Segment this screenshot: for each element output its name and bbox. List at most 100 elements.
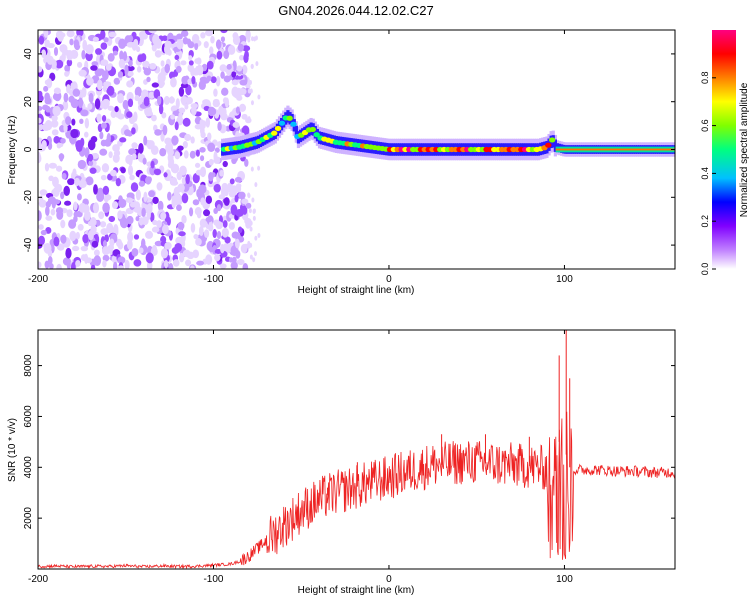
noise-blob [178, 107, 186, 114]
noise-blob [223, 197, 230, 206]
noise-blob [188, 60, 194, 66]
noise-blob [234, 238, 240, 249]
noise-blob [137, 54, 145, 63]
noise-blob [126, 111, 133, 118]
noise-blob [229, 186, 237, 197]
colorbar-tick-label: 0.8 [700, 72, 710, 85]
noise-blob [65, 247, 72, 259]
trace-blob [286, 115, 293, 121]
noise-blob [242, 263, 249, 269]
noise-blob [148, 91, 155, 99]
noise-blob [185, 96, 194, 105]
noise-blob [162, 124, 168, 136]
noise-blob [171, 135, 179, 146]
noise-blob [231, 71, 237, 78]
noise-blob [63, 92, 69, 103]
noise-blob [159, 148, 167, 157]
noise-blob [93, 184, 98, 195]
noise-blob [56, 142, 62, 149]
noise-blob [84, 117, 90, 129]
noise-blob [190, 222, 196, 233]
y-tick-label: 6000 [23, 405, 34, 428]
noise-blob [133, 111, 138, 122]
noise-blob [138, 180, 146, 187]
noise-blob [73, 201, 78, 211]
noise-blob [127, 165, 134, 176]
noise-blob [220, 71, 225, 79]
noise-blob [195, 149, 200, 157]
noise-blob [99, 148, 108, 156]
snr-xlabel: Height of straight line (km) [298, 585, 415, 596]
noise-blob [55, 207, 64, 215]
noise-blob [182, 249, 191, 258]
noise-blob [43, 85, 49, 92]
noise-blob [198, 184, 207, 194]
noise-blob [77, 223, 84, 231]
noise-blob [239, 103, 247, 112]
noise-blob [75, 260, 81, 267]
y-tick-label: -20 [23, 190, 34, 205]
noise-blob [69, 230, 77, 242]
noise-blob [194, 206, 202, 216]
trace-blob [545, 142, 552, 148]
noise-blob [181, 176, 186, 185]
x-tick-label: 100 [556, 574, 573, 585]
noise-blob [56, 263, 62, 269]
noise-blob [75, 231, 80, 240]
noise-blob [199, 218, 208, 228]
noise-blob [39, 189, 48, 196]
noise-blob [125, 197, 134, 203]
noise-blob [228, 222, 235, 230]
y-tick-label: 4000 [23, 456, 34, 479]
noise-blob [247, 192, 251, 198]
noise-blob [241, 113, 248, 120]
y-tick-label: 40 [23, 48, 34, 60]
noise-blob [250, 63, 254, 69]
noise-blob [59, 153, 64, 162]
noise-blob [222, 228, 229, 238]
noise-blob [160, 212, 167, 220]
noise-blob [100, 139, 107, 147]
noise-blob [142, 157, 147, 165]
noise-blob [179, 252, 185, 263]
noise-blob [190, 136, 195, 144]
noise-blob [93, 255, 102, 267]
noise-blob [192, 199, 200, 206]
noise-blob [163, 259, 169, 269]
noise-blob [53, 46, 59, 56]
noise-blob [160, 60, 165, 67]
noise-blob [236, 95, 243, 101]
noise-blob [98, 211, 105, 220]
noise-blob [248, 79, 252, 85]
noise-blob [38, 261, 42, 269]
noise-blob [210, 76, 217, 84]
spectrogram-panel: -200 -100 0 100 40 20 0 -20 -40 Height of straig… [7, 29, 676, 296]
noise-blob [93, 249, 100, 257]
noise-blob [161, 35, 168, 42]
noise-blob [91, 61, 99, 67]
noise-blob [172, 259, 180, 267]
colorbar-label: Normalized spectral amplitude [739, 82, 750, 217]
noise-blob [199, 146, 206, 153]
noise-blob [156, 95, 162, 106]
noise-blob [71, 245, 80, 252]
noise-blob [140, 238, 146, 250]
noise-blob [131, 247, 139, 257]
noise-blob [73, 215, 78, 223]
noise-blob [168, 157, 175, 167]
noise-blob [238, 88, 247, 96]
noise-blob [163, 43, 171, 55]
noise-blob [135, 189, 141, 201]
noise-blob [213, 207, 219, 215]
noise-blob [220, 30, 228, 34]
noise-blob [247, 37, 251, 43]
noise-blob [94, 98, 101, 110]
noise-blob [112, 50, 118, 56]
noise-blob [170, 180, 179, 186]
noise-blob [45, 205, 50, 216]
noise-blob [157, 200, 164, 212]
noise-blob [80, 254, 87, 262]
noise-blob [79, 118, 84, 125]
noise-blob [252, 208, 256, 214]
noise-blob [44, 260, 50, 269]
